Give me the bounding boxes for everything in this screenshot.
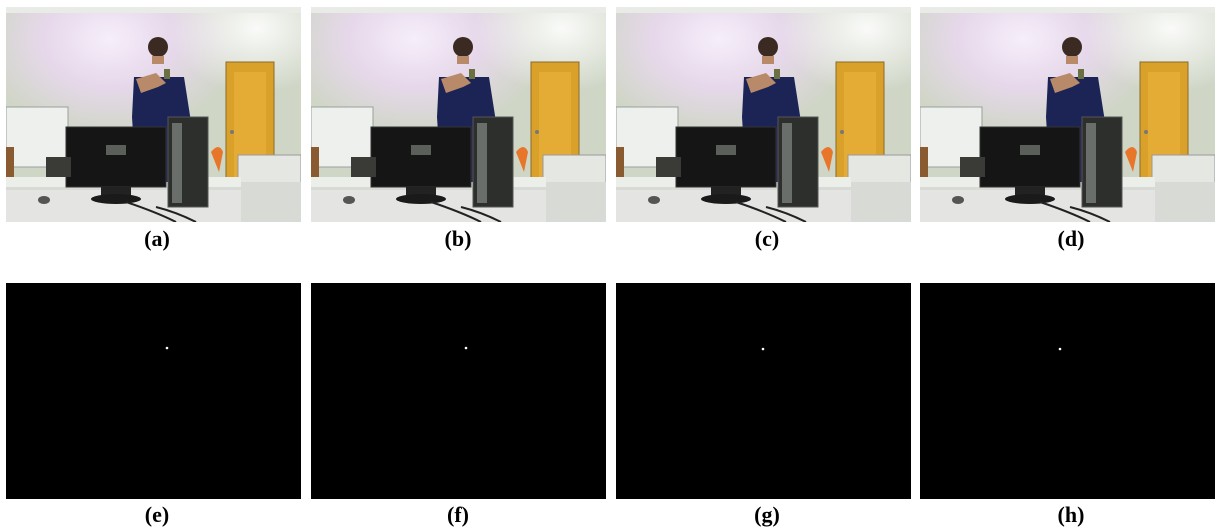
detected-spot xyxy=(166,347,169,350)
photo xyxy=(311,7,606,222)
panel-label: (b) xyxy=(445,226,472,251)
detected-spot xyxy=(465,347,468,350)
figure: (a) (b) (c) (d) (e) (f) (g) (h) xyxy=(0,0,1215,528)
panel-label: (f) xyxy=(447,502,469,527)
panel-label: (d) xyxy=(1058,226,1085,251)
photo xyxy=(6,7,301,222)
panel-label: (a) xyxy=(144,226,170,251)
panel-label: (g) xyxy=(754,502,780,527)
mask-panels xyxy=(6,283,1215,499)
photo-panels xyxy=(6,7,1215,222)
panel-label: (e) xyxy=(145,502,169,527)
photo xyxy=(616,7,911,222)
panel-label: (h) xyxy=(1058,502,1085,527)
mask-image xyxy=(616,283,911,499)
mask-image xyxy=(311,283,606,499)
detected-spot xyxy=(1059,348,1062,351)
mask-image xyxy=(6,283,301,499)
detected-spot xyxy=(762,348,765,351)
mask-image xyxy=(920,283,1215,499)
panel-label: (c) xyxy=(755,226,779,251)
photo xyxy=(920,7,1215,222)
